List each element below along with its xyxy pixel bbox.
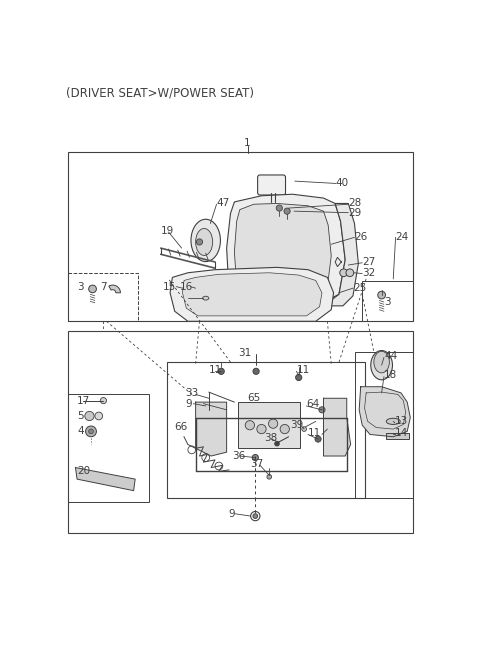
Circle shape bbox=[253, 368, 259, 375]
Text: 29: 29 bbox=[348, 208, 361, 218]
Bar bbox=[362, 281, 413, 321]
Text: 39: 39 bbox=[290, 420, 303, 430]
Circle shape bbox=[267, 474, 272, 479]
Circle shape bbox=[284, 208, 290, 215]
Circle shape bbox=[319, 407, 325, 413]
Text: (DRIVER SEAT>W/POWER SEAT): (DRIVER SEAT>W/POWER SEAT) bbox=[66, 86, 254, 99]
Circle shape bbox=[296, 375, 302, 380]
PathPatch shape bbox=[170, 268, 334, 321]
Text: 3: 3 bbox=[77, 281, 84, 292]
Bar bbox=[355, 352, 413, 499]
Text: 9: 9 bbox=[186, 399, 192, 409]
Text: 13: 13 bbox=[395, 417, 408, 426]
Bar bbox=[68, 394, 149, 502]
Ellipse shape bbox=[386, 419, 400, 424]
Text: 47: 47 bbox=[216, 199, 230, 209]
Bar bbox=[68, 152, 413, 321]
Text: 44: 44 bbox=[384, 351, 397, 361]
Text: 33: 33 bbox=[186, 388, 199, 398]
Text: 7: 7 bbox=[100, 281, 107, 292]
Text: 16: 16 bbox=[180, 281, 193, 292]
Text: 11: 11 bbox=[296, 365, 310, 375]
Text: 64: 64 bbox=[306, 400, 320, 409]
PathPatch shape bbox=[324, 203, 359, 306]
Circle shape bbox=[257, 424, 266, 434]
Text: 32: 32 bbox=[362, 268, 375, 277]
Bar bbox=[68, 273, 137, 321]
Polygon shape bbox=[196, 402, 227, 456]
Text: 19: 19 bbox=[161, 226, 174, 236]
Text: 37: 37 bbox=[251, 459, 264, 469]
Polygon shape bbox=[324, 398, 350, 456]
Circle shape bbox=[315, 436, 321, 442]
Text: 20: 20 bbox=[77, 466, 90, 476]
Circle shape bbox=[275, 441, 279, 446]
Polygon shape bbox=[75, 468, 135, 491]
Text: 14: 14 bbox=[395, 428, 408, 438]
Circle shape bbox=[378, 291, 385, 299]
Text: 9: 9 bbox=[228, 509, 235, 519]
Circle shape bbox=[218, 368, 224, 375]
Bar bbox=[238, 402, 300, 448]
Text: 1: 1 bbox=[244, 138, 251, 148]
Ellipse shape bbox=[203, 297, 209, 300]
PathPatch shape bbox=[227, 194, 345, 306]
Text: 5: 5 bbox=[77, 411, 84, 421]
PathPatch shape bbox=[182, 273, 322, 316]
Text: 66: 66 bbox=[175, 422, 188, 432]
Circle shape bbox=[85, 426, 96, 437]
Text: 15: 15 bbox=[163, 281, 176, 292]
Circle shape bbox=[89, 285, 96, 293]
Text: 18: 18 bbox=[384, 370, 397, 380]
Circle shape bbox=[89, 429, 93, 434]
Text: 3: 3 bbox=[384, 297, 391, 307]
Circle shape bbox=[95, 412, 103, 420]
Circle shape bbox=[253, 514, 258, 518]
Text: 25: 25 bbox=[353, 283, 366, 293]
Text: 36: 36 bbox=[232, 451, 245, 461]
Text: 24: 24 bbox=[396, 232, 409, 241]
Text: 28: 28 bbox=[348, 199, 361, 209]
Circle shape bbox=[346, 269, 354, 277]
Circle shape bbox=[302, 427, 306, 432]
Ellipse shape bbox=[196, 228, 213, 255]
Polygon shape bbox=[359, 387, 410, 437]
Circle shape bbox=[245, 420, 254, 430]
Circle shape bbox=[276, 205, 282, 211]
Circle shape bbox=[268, 419, 278, 428]
Ellipse shape bbox=[191, 219, 220, 262]
Bar bbox=[385, 433, 409, 439]
Bar bbox=[68, 331, 413, 533]
Text: 31: 31 bbox=[238, 348, 251, 358]
Circle shape bbox=[196, 239, 203, 245]
Ellipse shape bbox=[374, 352, 389, 373]
Text: 38: 38 bbox=[264, 432, 277, 443]
Text: 40: 40 bbox=[336, 178, 349, 188]
Bar bbox=[167, 362, 365, 499]
Wedge shape bbox=[109, 285, 120, 293]
Text: 11: 11 bbox=[209, 365, 222, 375]
Circle shape bbox=[100, 398, 107, 403]
Circle shape bbox=[340, 269, 348, 277]
Text: 4: 4 bbox=[77, 426, 84, 436]
Text: 26: 26 bbox=[355, 232, 368, 241]
Circle shape bbox=[85, 411, 94, 420]
Text: 11: 11 bbox=[308, 428, 321, 438]
Text: 27: 27 bbox=[362, 257, 375, 267]
Text: 17: 17 bbox=[77, 396, 90, 405]
FancyBboxPatch shape bbox=[258, 175, 286, 195]
Ellipse shape bbox=[371, 350, 393, 380]
Circle shape bbox=[280, 424, 289, 434]
PathPatch shape bbox=[234, 203, 331, 298]
Circle shape bbox=[252, 455, 258, 461]
Text: 65: 65 bbox=[248, 393, 261, 403]
